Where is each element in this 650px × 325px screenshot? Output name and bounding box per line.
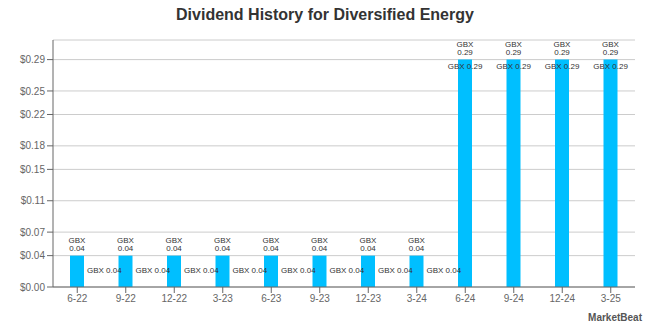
svg-text:3-23: 3-23 (213, 293, 233, 304)
svg-text:GBX0.04: GBX0.04 (311, 236, 329, 253)
svg-text:$0.29: $0.29 (20, 54, 45, 65)
svg-text:$0.25: $0.25 (20, 86, 45, 97)
svg-text:9-23: 9-23 (310, 293, 330, 304)
svg-text:$0.07: $0.07 (20, 227, 45, 238)
svg-text:GBX0.29: GBX0.29 (554, 40, 572, 57)
svg-text:GBX 0.04: GBX 0.04 (427, 266, 462, 275)
svg-text:$0.00: $0.00 (20, 282, 45, 293)
svg-text:12-24: 12-24 (549, 293, 575, 304)
svg-text:GBX 0.04: GBX 0.04 (378, 266, 413, 275)
svg-text:GBX0.04: GBX0.04 (263, 236, 281, 253)
svg-text:$0.22: $0.22 (20, 109, 45, 120)
svg-text:GBX 0.04: GBX 0.04 (330, 266, 365, 275)
svg-text:GBX0.04: GBX0.04 (408, 236, 426, 253)
svg-text:GBX0.29: GBX0.29 (602, 40, 620, 57)
svg-text:GBX 0.29: GBX 0.29 (496, 62, 531, 71)
svg-text:12-22: 12-22 (161, 293, 187, 304)
html-text:Dividend History for Diversifi: Dividend History for Diversified Energy (176, 6, 474, 23)
svg-text:3-24: 3-24 (407, 293, 427, 304)
svg-text:6-23: 6-23 (261, 293, 281, 304)
svg-text:GBX 0.04: GBX 0.04 (136, 266, 171, 275)
svg-text:GBX 0.04: GBX 0.04 (87, 266, 122, 275)
svg-text:GBX0.04: GBX0.04 (360, 236, 378, 253)
svg-text:GBX0.04: GBX0.04 (166, 236, 184, 253)
svg-text:6-22: 6-22 (67, 293, 87, 304)
svg-text:3-25: 3-25 (601, 293, 621, 304)
svg-text:GBX 0.04: GBX 0.04 (233, 266, 268, 275)
svg-text:GBX0.04: GBX0.04 (69, 236, 87, 253)
svg-text:9-22: 9-22 (116, 293, 136, 304)
html-text:MarketBeat: MarketBeat (588, 312, 642, 323)
svg-text:GBX0.29: GBX0.29 (505, 40, 523, 57)
svg-text:GBX 0.29: GBX 0.29 (448, 62, 483, 71)
svg-text:GBX0.29: GBX0.29 (457, 40, 475, 57)
svg-text:6-24: 6-24 (455, 293, 475, 304)
svg-text:GBX 0.04: GBX 0.04 (184, 266, 219, 275)
svg-text:9-24: 9-24 (504, 293, 524, 304)
svg-text:GBX 0.04: GBX 0.04 (281, 266, 316, 275)
svg-text:$0.15: $0.15 (20, 164, 45, 175)
svg-text:GBX 0.29: GBX 0.29 (545, 62, 580, 71)
svg-text:$0.04: $0.04 (20, 250, 45, 261)
svg-text:$0.18: $0.18 (20, 140, 45, 151)
svg-text:12-23: 12-23 (355, 293, 381, 304)
svg-text:$0.11: $0.11 (21, 195, 46, 206)
svg-text:GBX 0.29: GBX 0.29 (593, 62, 628, 71)
svg-text:GBX0.04: GBX0.04 (117, 236, 135, 253)
svg-text:GBX0.04: GBX0.04 (214, 236, 232, 253)
